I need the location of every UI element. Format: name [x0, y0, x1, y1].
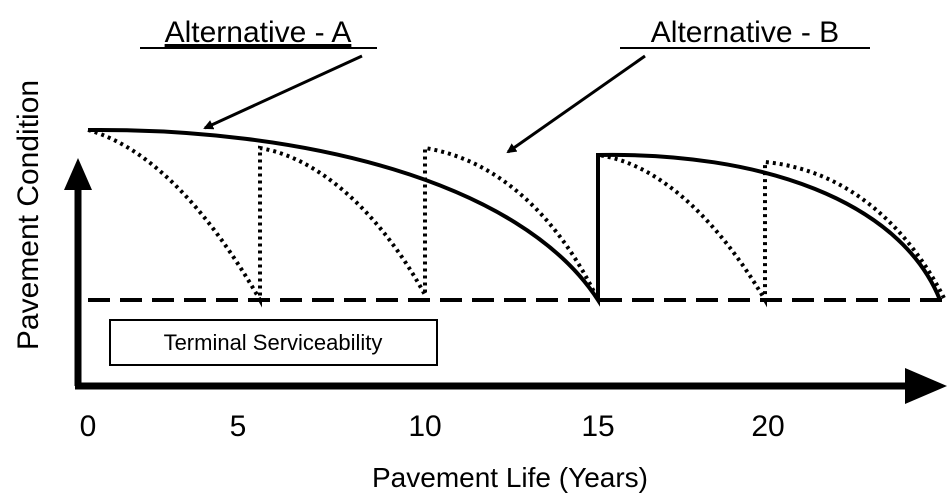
alternative-a-curve [87, 127, 942, 307]
y-arrowhead [64, 158, 92, 190]
y-axis-label: Pavement Condition [12, 80, 45, 350]
x-tick-label: 5 [230, 410, 247, 443]
x-arrowhead [905, 368, 947, 404]
pointer-arrow [203, 54, 363, 130]
alternative-b-curve [87, 128, 947, 308]
x-tick-label: 0 [80, 410, 97, 443]
x-tick-label: 20 [751, 410, 784, 443]
alternative-a-label: Alternative - A [165, 16, 352, 49]
x-tick-label: 10 [408, 410, 441, 443]
terminal-box [109, 319, 438, 366]
x-ticks: 0 5 10 15 20 [80, 410, 785, 443]
pointer-arrow [506, 54, 646, 154]
x-axis-label: Pavement Life (Years) [372, 462, 648, 493]
terminal-label: Terminal Serviceability [164, 330, 383, 355]
x-tick-label: 15 [581, 410, 614, 443]
alternative-b-label: Alternative - B [651, 16, 839, 49]
